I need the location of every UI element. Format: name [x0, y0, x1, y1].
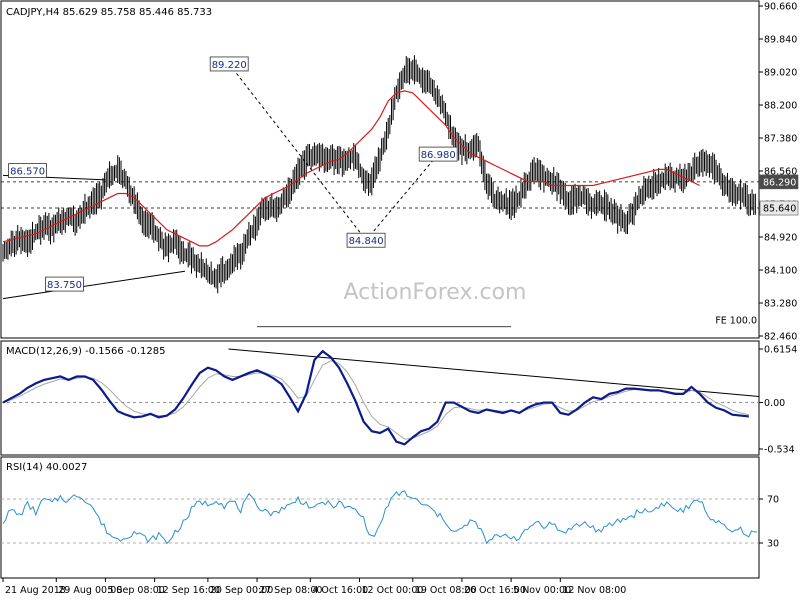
rsi-line [2, 490, 758, 545]
price-label-3: 84.840 [349, 236, 384, 247]
xtick-label-3: 12 Sep 16:00 [157, 585, 220, 596]
price-tag-1: 85.640 [763, 204, 796, 215]
watermark: ActionForex.com [344, 280, 527, 305]
xtick-label-10: 5 Nov 00:00 [513, 585, 571, 596]
price-ytick-label-9: 83.280 [764, 299, 797, 310]
price-plot: 86.570 83.750 89.220 84.840 86.980 FE 100.0 [1, 55, 759, 328]
macd-plot [1, 348, 760, 446]
price-label-box-2 [209, 56, 249, 72]
macd-ytick-label-0: 0.6154 [764, 345, 797, 356]
rsi-panel-frame [0, 456, 760, 579]
price-label-2: 89.220 [212, 60, 247, 71]
trendline-2 [228, 63, 367, 241]
price-label-box-0 [8, 163, 47, 178]
macd-panel-frame [0, 340, 760, 456]
rsi-panel-title: RSI(14) 40.0027 [6, 462, 87, 473]
price-ytick-label-1: 89.840 [764, 35, 797, 46]
fe-label: FE 100.0 [715, 316, 757, 327]
trendline-1 [2, 270, 186, 300]
price-ytick-label-8: 84.100 [764, 266, 797, 277]
price-ytick-label-3: 88.200 [764, 101, 797, 112]
price-label-box-3 [346, 232, 386, 248]
price-label-4: 86.980 [421, 150, 456, 161]
price-ytick-label-4: 87.380 [764, 134, 797, 145]
xtick-label-4: 20 Sep 00:00 [210, 585, 273, 596]
price-ytick-label-10: 82.460 [764, 332, 797, 343]
macd-ytick-label-1: 0.00 [764, 398, 785, 409]
price-tag-0: 86.290 [763, 177, 796, 188]
price-label-box-1 [45, 276, 84, 292]
xtick-label-7: 12 Oct 00:00 [362, 585, 424, 596]
price-ytick-label-7: 84.920 [764, 233, 797, 244]
price-tag-box-1 [759, 200, 799, 216]
xtick-label-0: 21 Aug 2018 [5, 585, 66, 596]
macd-line [2, 349, 749, 446]
price-ytick-label-2: 89.020 [764, 68, 797, 79]
price-label-1: 83.750 [47, 280, 82, 291]
price-label-box-4 [418, 146, 458, 162]
price-label-0: 86.570 [10, 167, 45, 178]
axes: 90.66089.84089.02088.20087.38086.56085.7… [2, 2, 799, 596]
rsi-plot [1, 490, 759, 545]
rsi-ytick-label-0: 70 [767, 495, 779, 506]
xtick-label-1: 29 Aug 00:00 [58, 585, 122, 596]
xtick-label-6: 4 Oct 16:00 [312, 585, 368, 596]
price-tag-box-0 [759, 174, 799, 190]
price-panel-title: CADJPY,H4 85.629 85.758 85.446 85.733 [6, 7, 212, 18]
xtick-label-2: 5 Sep 08:00 [107, 585, 164, 596]
moving-average-line [2, 90, 700, 247]
xtick-label-8: 19 Oct 08:00 [415, 585, 477, 596]
xtick-label-11: 12 Nov 08:00 [562, 585, 626, 596]
xtick-label-9: 26 Oct 16:00 [464, 585, 526, 596]
price-ytick-label-0: 90.660 [764, 2, 797, 13]
macd-signal-line [2, 360, 749, 440]
price-ytick-label-5: 86.560 [764, 167, 797, 178]
xtick-label-5: 27 Sep 08:00 [259, 585, 322, 596]
trendline-3 [365, 153, 439, 241]
macd-ytick-label-2: -0.534 [764, 445, 795, 456]
price-panel-frame [0, 0, 760, 339]
macd-panel-title: MACD(12,26,9) -0.1566 -0.1285 [6, 346, 166, 357]
rsi-ytick-label-1: 30 [767, 539, 779, 550]
